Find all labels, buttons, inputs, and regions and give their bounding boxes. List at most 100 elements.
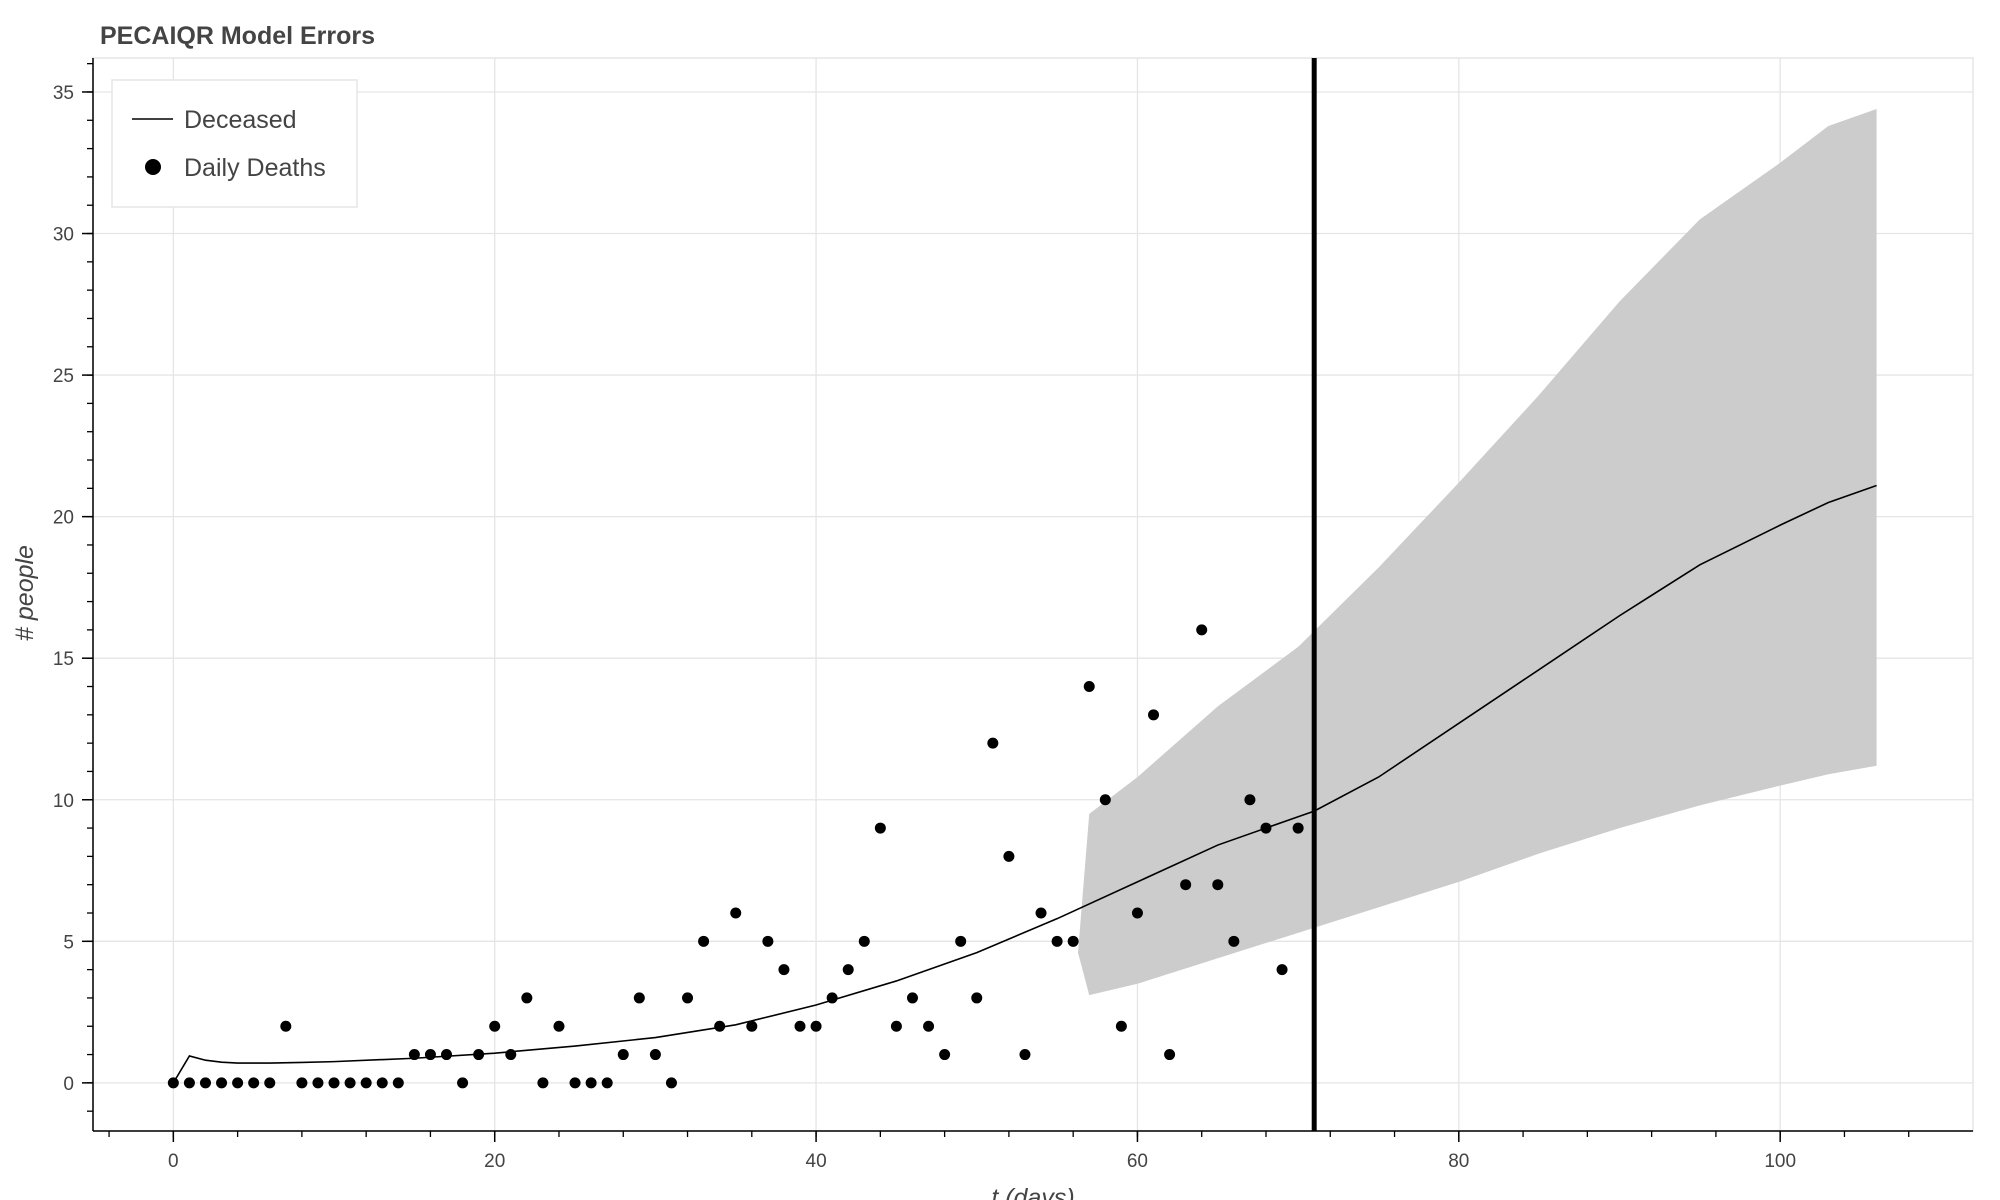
daily-deaths-point bbox=[441, 1049, 453, 1061]
daily-deaths-point bbox=[264, 1077, 276, 1089]
legend-box bbox=[111, 79, 358, 208]
daily-deaths-point bbox=[232, 1077, 244, 1089]
confidence-band-layer bbox=[1077, 108, 1877, 996]
daily-deaths-point bbox=[858, 935, 870, 947]
legend-label-deceased: Deceased bbox=[184, 106, 297, 134]
x-tick-label: 40 bbox=[806, 1151, 827, 1172]
y-tick-label: 0 bbox=[63, 1074, 74, 1095]
daily-deaths-point bbox=[633, 992, 645, 1004]
y-axis-label: # people bbox=[11, 545, 39, 641]
daily-deaths-point bbox=[1212, 879, 1224, 891]
daily-deaths-point bbox=[1148, 709, 1160, 721]
daily-deaths-point bbox=[746, 1020, 758, 1032]
daily-deaths-point bbox=[601, 1077, 613, 1089]
daily-deaths-point bbox=[778, 964, 790, 976]
y-tick-label: 30 bbox=[53, 225, 74, 246]
daily-deaths-point bbox=[376, 1077, 388, 1089]
daily-deaths-point bbox=[906, 992, 918, 1004]
daily-deaths-point bbox=[199, 1077, 211, 1089]
axes: 0 20 40 60 80 100 0 5 10 15 20 25 30 35 bbox=[53, 58, 1973, 1172]
daily-deaths-point bbox=[939, 1049, 951, 1061]
daily-deaths-point bbox=[1244, 794, 1256, 806]
daily-deaths-point bbox=[360, 1077, 372, 1089]
daily-deaths-point bbox=[1164, 1049, 1176, 1061]
y-tick-label: 25 bbox=[53, 366, 74, 387]
y-tick-label: 20 bbox=[53, 508, 74, 529]
daily-deaths-point bbox=[874, 822, 886, 834]
legend-label-daily-deaths: Daily Deaths bbox=[184, 154, 326, 182]
daily-deaths-point bbox=[698, 935, 710, 947]
x-axis-label: t (days) bbox=[991, 1184, 1074, 1200]
daily-deaths-point bbox=[521, 992, 533, 1004]
chart-title: PECAIQR Model Errors bbox=[100, 22, 375, 50]
scatter-series-layer bbox=[167, 624, 1304, 1089]
confidence-band bbox=[1077, 108, 1877, 996]
daily-deaths-point bbox=[1228, 935, 1240, 947]
daily-deaths-point bbox=[1115, 1020, 1127, 1032]
daily-deaths-point bbox=[890, 1020, 902, 1032]
daily-deaths-point bbox=[312, 1077, 324, 1089]
daily-deaths-point bbox=[183, 1077, 195, 1089]
x-tick-label: 100 bbox=[1764, 1151, 1796, 1172]
daily-deaths-point bbox=[457, 1077, 469, 1089]
daily-deaths-point bbox=[1099, 794, 1111, 806]
daily-deaths-point bbox=[842, 964, 854, 976]
daily-deaths-point bbox=[1260, 822, 1272, 834]
daily-deaths-point bbox=[1067, 935, 1079, 947]
x-tick-label: 20 bbox=[484, 1151, 505, 1172]
daily-deaths-point bbox=[1035, 907, 1047, 919]
daily-deaths-point bbox=[762, 935, 774, 947]
daily-deaths-point bbox=[505, 1049, 517, 1061]
deceased-line bbox=[172, 484, 1877, 1084]
daily-deaths-point bbox=[553, 1020, 565, 1032]
y-tick-label: 35 bbox=[53, 83, 74, 104]
daily-deaths-point bbox=[794, 1020, 806, 1032]
x-tick-label: 0 bbox=[168, 1151, 179, 1172]
daily-deaths-point bbox=[1083, 681, 1095, 693]
daily-deaths-point bbox=[987, 737, 999, 749]
y-tick-label: 10 bbox=[53, 791, 74, 812]
daily-deaths-point bbox=[248, 1077, 260, 1089]
daily-deaths-point bbox=[1276, 964, 1288, 976]
daily-deaths-point bbox=[167, 1077, 179, 1089]
daily-deaths-point bbox=[473, 1049, 485, 1061]
daily-deaths-point bbox=[730, 907, 742, 919]
daily-deaths-point bbox=[489, 1020, 501, 1032]
daily-deaths-point bbox=[665, 1077, 677, 1089]
daily-deaths-point bbox=[328, 1077, 340, 1089]
daily-deaths-point bbox=[1019, 1049, 1031, 1061]
daily-deaths-point bbox=[682, 992, 694, 1004]
daily-deaths-point bbox=[971, 992, 983, 1004]
daily-deaths-point bbox=[923, 1020, 935, 1032]
line-series-layer bbox=[172, 484, 1877, 1084]
daily-deaths-point bbox=[344, 1077, 356, 1089]
daily-deaths-point bbox=[714, 1020, 726, 1032]
x-tick-label: 80 bbox=[1448, 1151, 1469, 1172]
daily-deaths-point bbox=[216, 1077, 228, 1089]
daily-deaths-point bbox=[537, 1077, 549, 1089]
y-tick-label: 5 bbox=[63, 932, 74, 953]
daily-deaths-point bbox=[1292, 822, 1304, 834]
legend: Deceased Daily Deaths bbox=[111, 79, 358, 208]
daily-deaths-point bbox=[392, 1077, 404, 1089]
daily-deaths-point bbox=[1131, 907, 1143, 919]
daily-deaths-point bbox=[408, 1049, 420, 1061]
daily-deaths-point bbox=[424, 1049, 436, 1061]
daily-deaths-point bbox=[810, 1020, 822, 1032]
daily-deaths-point bbox=[1196, 624, 1208, 636]
daily-deaths-point bbox=[617, 1049, 629, 1061]
daily-deaths-point bbox=[1051, 935, 1063, 947]
legend-dot-swatch bbox=[145, 159, 161, 175]
daily-deaths-point bbox=[280, 1020, 292, 1032]
daily-deaths-point bbox=[649, 1049, 661, 1061]
y-tick-label: 15 bbox=[53, 649, 74, 670]
daily-deaths-point bbox=[296, 1077, 308, 1089]
daily-deaths-point bbox=[955, 935, 967, 947]
daily-deaths-point bbox=[569, 1077, 581, 1089]
daily-deaths-point bbox=[1180, 879, 1192, 891]
daily-deaths-point bbox=[585, 1077, 597, 1089]
x-tick-label: 60 bbox=[1127, 1151, 1148, 1172]
daily-deaths-point bbox=[826, 992, 838, 1004]
daily-deaths-point bbox=[1003, 850, 1015, 862]
